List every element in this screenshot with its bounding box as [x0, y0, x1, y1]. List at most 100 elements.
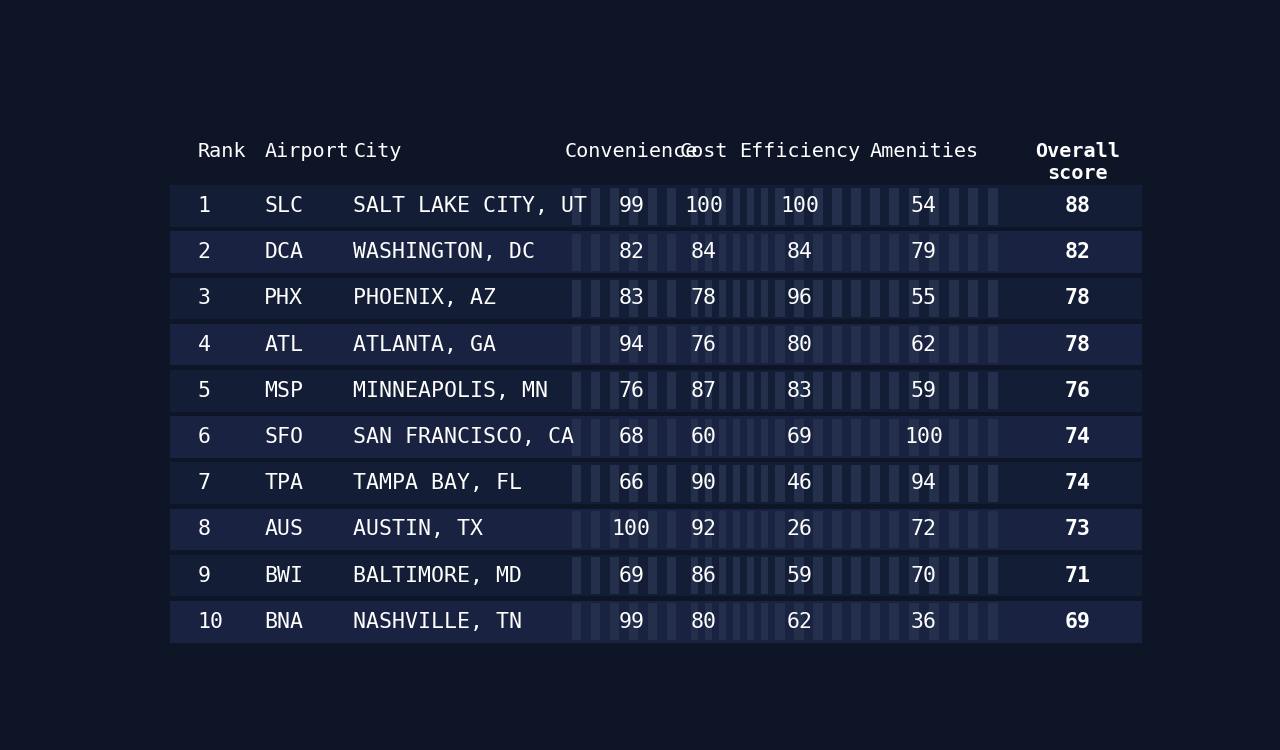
Bar — [832, 188, 841, 224]
Bar — [851, 280, 860, 317]
Bar — [600, 465, 609, 502]
Bar — [628, 326, 639, 363]
Bar — [733, 373, 740, 410]
Bar — [832, 280, 841, 317]
Bar — [919, 604, 929, 640]
Bar — [762, 419, 768, 455]
Bar — [628, 604, 639, 640]
Bar — [712, 373, 719, 410]
Bar — [870, 373, 879, 410]
Text: 68: 68 — [618, 427, 644, 447]
Bar — [657, 419, 667, 455]
Bar — [794, 511, 804, 548]
Bar — [890, 419, 899, 455]
Bar — [705, 188, 712, 224]
Text: 6: 6 — [197, 427, 211, 447]
Bar — [705, 419, 712, 455]
Bar — [657, 557, 667, 594]
Bar — [600, 234, 609, 271]
Bar — [698, 604, 705, 640]
Bar — [733, 188, 740, 224]
Bar — [648, 557, 657, 594]
Bar — [657, 188, 667, 224]
Bar — [639, 280, 648, 317]
Bar — [890, 280, 899, 317]
Bar — [938, 373, 948, 410]
Text: 66: 66 — [618, 473, 644, 494]
Text: 36: 36 — [911, 612, 937, 632]
Bar — [609, 419, 620, 455]
Bar — [879, 511, 890, 548]
Bar — [988, 326, 998, 363]
Bar — [754, 511, 762, 548]
Bar — [988, 604, 998, 640]
Bar — [648, 188, 657, 224]
Bar — [657, 511, 667, 548]
Bar — [860, 465, 870, 502]
Bar — [754, 234, 762, 271]
Bar — [998, 419, 1009, 455]
Bar — [841, 557, 851, 594]
Bar — [909, 465, 919, 502]
Bar — [978, 419, 988, 455]
Bar — [667, 373, 676, 410]
Bar — [648, 373, 657, 410]
Bar — [870, 280, 879, 317]
Text: PHOENIX, AZ: PHOENIX, AZ — [353, 289, 497, 308]
Bar — [959, 373, 969, 410]
Bar — [832, 419, 841, 455]
Bar — [581, 234, 590, 271]
Bar — [879, 280, 890, 317]
Text: 76: 76 — [1065, 381, 1091, 401]
Bar — [841, 604, 851, 640]
Text: 71: 71 — [1065, 566, 1091, 586]
Bar — [823, 280, 832, 317]
Bar — [978, 280, 988, 317]
Bar — [879, 373, 890, 410]
Bar — [823, 465, 832, 502]
Bar — [572, 557, 581, 594]
Text: 84: 84 — [787, 242, 813, 262]
Bar — [768, 326, 776, 363]
Text: 7: 7 — [197, 473, 211, 494]
Text: 86: 86 — [691, 566, 717, 586]
Bar — [620, 419, 628, 455]
Bar — [841, 511, 851, 548]
Bar — [919, 188, 929, 224]
Bar — [832, 326, 841, 363]
Bar — [899, 326, 909, 363]
Text: 54: 54 — [911, 196, 937, 216]
Bar — [740, 234, 748, 271]
Bar — [748, 234, 754, 271]
Text: 94: 94 — [618, 334, 644, 355]
Text: City: City — [353, 142, 402, 161]
Text: PHX: PHX — [264, 289, 303, 308]
Text: WASHINGTON, DC: WASHINGTON, DC — [353, 242, 535, 262]
Bar — [170, 324, 1142, 365]
Bar — [938, 234, 948, 271]
Bar — [719, 604, 726, 640]
Bar — [748, 604, 754, 640]
Bar — [639, 557, 648, 594]
Bar — [740, 465, 748, 502]
Bar — [754, 326, 762, 363]
Bar — [813, 373, 823, 410]
Bar — [813, 604, 823, 640]
Bar — [860, 373, 870, 410]
Bar — [870, 465, 879, 502]
Bar — [899, 604, 909, 640]
Bar — [698, 234, 705, 271]
Bar — [581, 511, 590, 548]
Bar — [170, 416, 1142, 458]
Bar — [762, 326, 768, 363]
Text: TAMPA BAY, FL: TAMPA BAY, FL — [353, 473, 522, 494]
Bar — [609, 557, 620, 594]
Bar — [823, 604, 832, 640]
Bar — [609, 511, 620, 548]
Bar — [748, 373, 754, 410]
Bar — [909, 511, 919, 548]
Bar — [988, 511, 998, 548]
Bar — [860, 511, 870, 548]
Bar — [170, 370, 1142, 412]
Bar — [170, 509, 1142, 550]
